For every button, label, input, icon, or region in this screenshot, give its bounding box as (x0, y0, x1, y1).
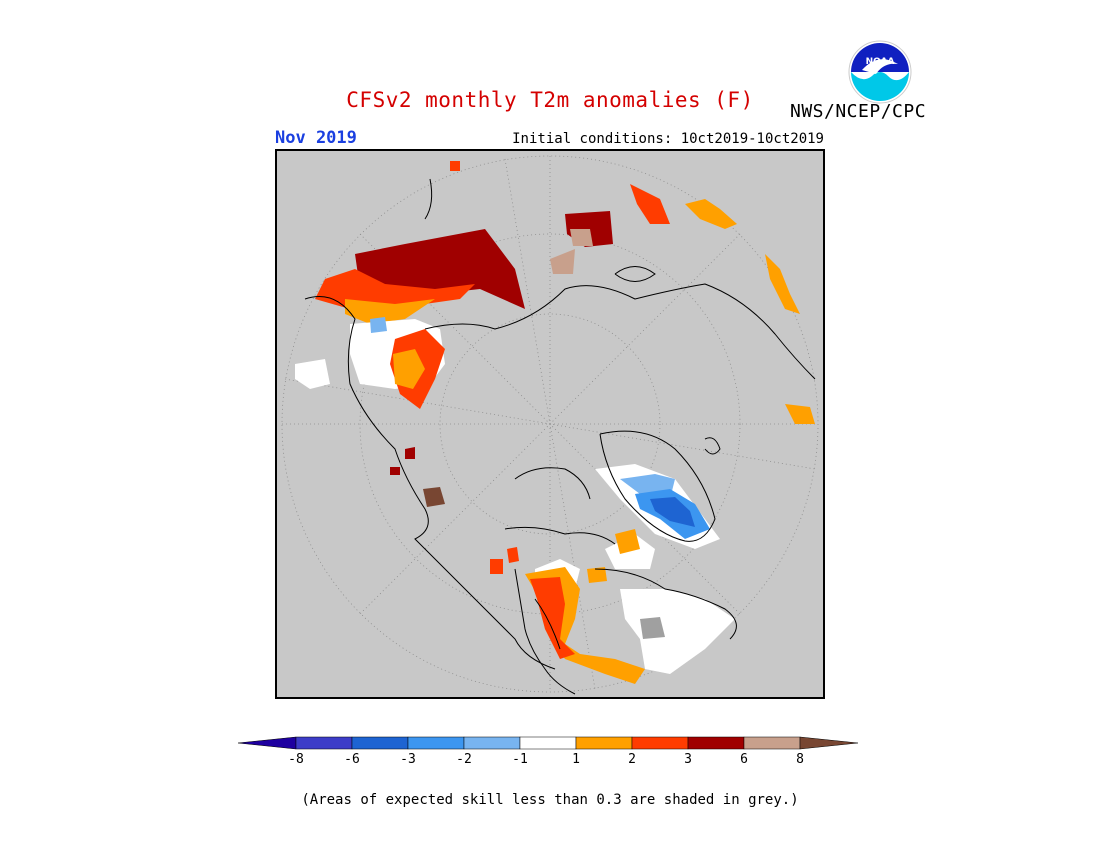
legend-tick-label: 1 (572, 752, 580, 767)
map-border (275, 149, 825, 699)
legend-tick-label: -3 (400, 752, 416, 767)
anomaly-shading (295, 161, 815, 684)
graticule (281, 155, 819, 693)
forecast-month: Nov 2019 (275, 128, 357, 148)
legend-swatch (463, 736, 521, 750)
legend-tick-label: -8 (288, 752, 304, 767)
polar-anomaly-map (275, 149, 825, 699)
agency-label: NWS/NCEP/CPC (790, 101, 927, 122)
legend-tick-label: -1 (512, 752, 528, 767)
legend-arrow-low (238, 736, 297, 750)
legend-swatch (295, 736, 353, 750)
initial-conditions: Initial conditions: 10ct2019-10ct2019 (512, 131, 824, 147)
coastlines (304, 178, 816, 695)
legend-tick-label: 2 (628, 752, 636, 767)
color-legend (238, 736, 859, 750)
legend-tick-label: 8 (796, 752, 804, 767)
legend-arrow-high (799, 736, 859, 750)
legend-swatch (575, 736, 633, 750)
legend-swatch (687, 736, 745, 750)
legend-swatch (743, 736, 801, 750)
chart-title: CFSv2 monthly T2m anomalies (F) (346, 88, 754, 112)
legend-tick-label: 6 (740, 752, 748, 767)
legend-tick-label: -2 (456, 752, 472, 767)
legend-swatch (351, 736, 409, 750)
logo-text: NOAA (866, 57, 895, 67)
legend-swatch (519, 736, 577, 750)
legend-swatch (407, 736, 465, 750)
noaa-logo: NOAA (848, 40, 912, 104)
legend-swatch (631, 736, 689, 750)
legend-tick-label: 3 (684, 752, 692, 767)
legend-tick-label: -6 (344, 752, 360, 767)
footnote: (Areas of expected skill less than 0.3 a… (301, 792, 799, 808)
